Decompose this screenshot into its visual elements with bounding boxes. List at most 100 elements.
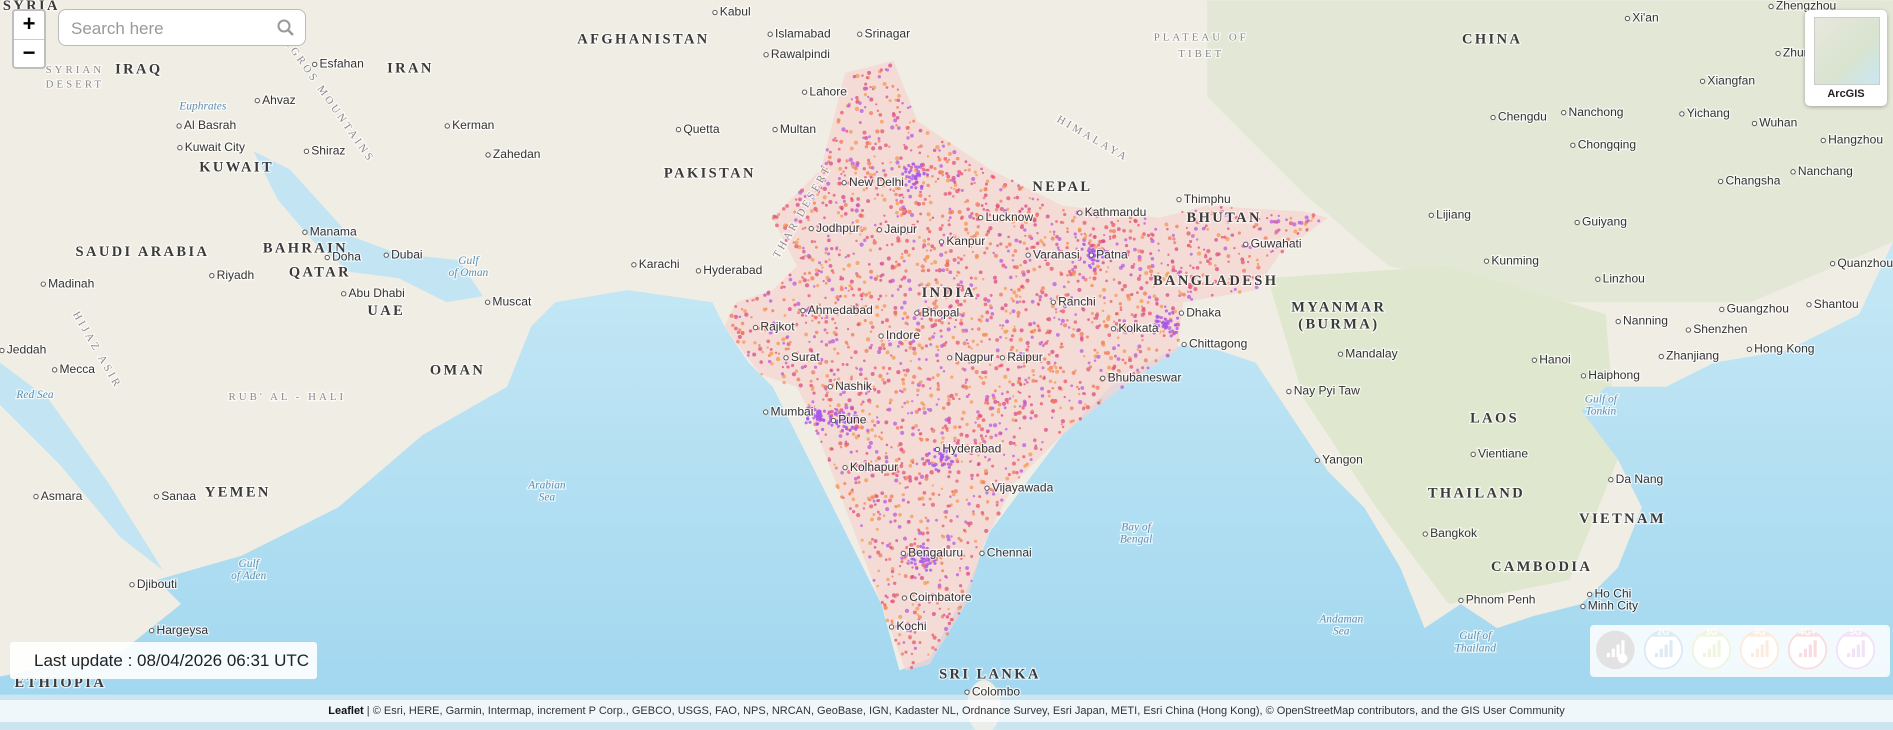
coverage-dot [826,234,830,238]
coverage-dot [1223,246,1228,251]
coverage-hotspot [910,177,914,181]
coverage-dot [974,421,977,424]
coverage-dot [947,420,952,425]
coverage-dot [814,330,819,335]
coverage-dot [824,167,828,171]
coverage-dot [839,392,843,396]
coverage-dot [945,268,949,272]
zoom-out[interactable]: − [22,40,36,65]
coverage-dot [897,263,901,267]
coverage-dot [854,106,860,112]
coverage-hotspot [1090,258,1094,262]
coverage-dot [911,247,915,251]
citie-label: Raipur [1007,350,1043,364]
coverage-dot [1018,209,1022,213]
coverage-dot [933,332,936,335]
coverage-hotspot [847,420,851,424]
coverage-dot [903,145,909,150]
coverage-dot [1016,314,1020,318]
coverage-dot [894,478,899,483]
coverage-dot [971,328,974,331]
coverage-dot [875,305,880,310]
coverage-dot [930,262,933,265]
coverage-dot [870,428,874,432]
coverage-dot [841,362,845,366]
coverage-hotspot [914,186,918,190]
coverage-dot [1014,419,1018,422]
coverage-dot [941,524,945,528]
attribution-link[interactable]: Leaflet [328,705,364,717]
citie-label: Chongqing [1578,137,1636,151]
coverage-dot [1099,368,1103,373]
coverage-dot [927,242,931,246]
coverage-dot [983,370,988,375]
coverage-dot [935,145,940,150]
coverage-dot [1242,268,1247,273]
coverage-dot [908,478,913,483]
coverage-hotspot [924,568,929,572]
coverage-dot [1043,235,1047,239]
coverage-dot [1102,287,1107,292]
coverage-dot [1136,368,1139,372]
coverage-dot [878,294,883,298]
coverage-dot [891,294,894,298]
coverage-dot [1054,253,1057,256]
coverage-dot [1060,419,1066,424]
coverage-dot [897,504,901,508]
coverage-dot [985,394,990,400]
coverage-hotspot [923,559,927,563]
city-dot [1077,210,1083,216]
coverage-dot [824,161,828,166]
coverage-dot [928,497,932,501]
citie-label: Nay Pyi Taw [1294,384,1360,398]
water-label: Euphrates [178,100,227,112]
coverage-dot [1012,353,1016,356]
coverage-dot [1215,252,1220,257]
coverage-dot [1226,282,1231,286]
coverage-dot [1108,355,1114,361]
coverage-dot [1023,228,1027,232]
coverage-dot [1073,320,1078,324]
coverage-dot [888,342,893,347]
coverage-dot [966,207,970,211]
coverage-dot [940,244,943,247]
coverage-dot [1192,284,1195,287]
coverage-dot [1008,380,1012,384]
coverage-dot [736,339,740,344]
coverage-hotspot [944,450,948,454]
coverage-dot [850,98,853,101]
city-dot [914,310,920,316]
coverage-dot [844,405,849,410]
coverage-dot [861,292,865,295]
coverage-dot [902,225,906,229]
coverage-dot [933,260,938,265]
citie-label: Rawalpindi [771,47,830,61]
basemap-switcher[interactable]: ArcGIS [1805,10,1887,106]
coverage-hotspot [808,420,812,424]
zoom-in[interactable]: + [14,11,44,40]
coverage-dot [1049,266,1054,271]
coverage-dot [1037,252,1041,256]
coverage-dot [993,279,998,284]
coverage-dot [1122,228,1126,233]
coverage-dot [807,360,810,363]
coverage-dot [818,261,822,265]
coverage-dot [828,199,833,204]
coverage-dot [839,381,843,385]
coverage-dot [896,98,901,103]
coverage-hotspot [932,558,936,562]
coverage-dot [870,371,875,376]
search-box[interactable]: Search here [58,9,306,46]
coverage-dot [964,385,969,390]
coverage-dot [1199,261,1202,264]
coverage-dot [983,297,988,302]
coverage-hotspot [1166,319,1170,324]
search-icon[interactable] [277,19,295,37]
coverage-dot [907,634,912,639]
coverage-dot [975,545,978,549]
coverage-dot [838,441,843,446]
coverage-dot [967,502,971,506]
coverage-dot [1103,302,1106,305]
coverage-dot [816,431,820,436]
coverage-dot [1293,229,1298,234]
